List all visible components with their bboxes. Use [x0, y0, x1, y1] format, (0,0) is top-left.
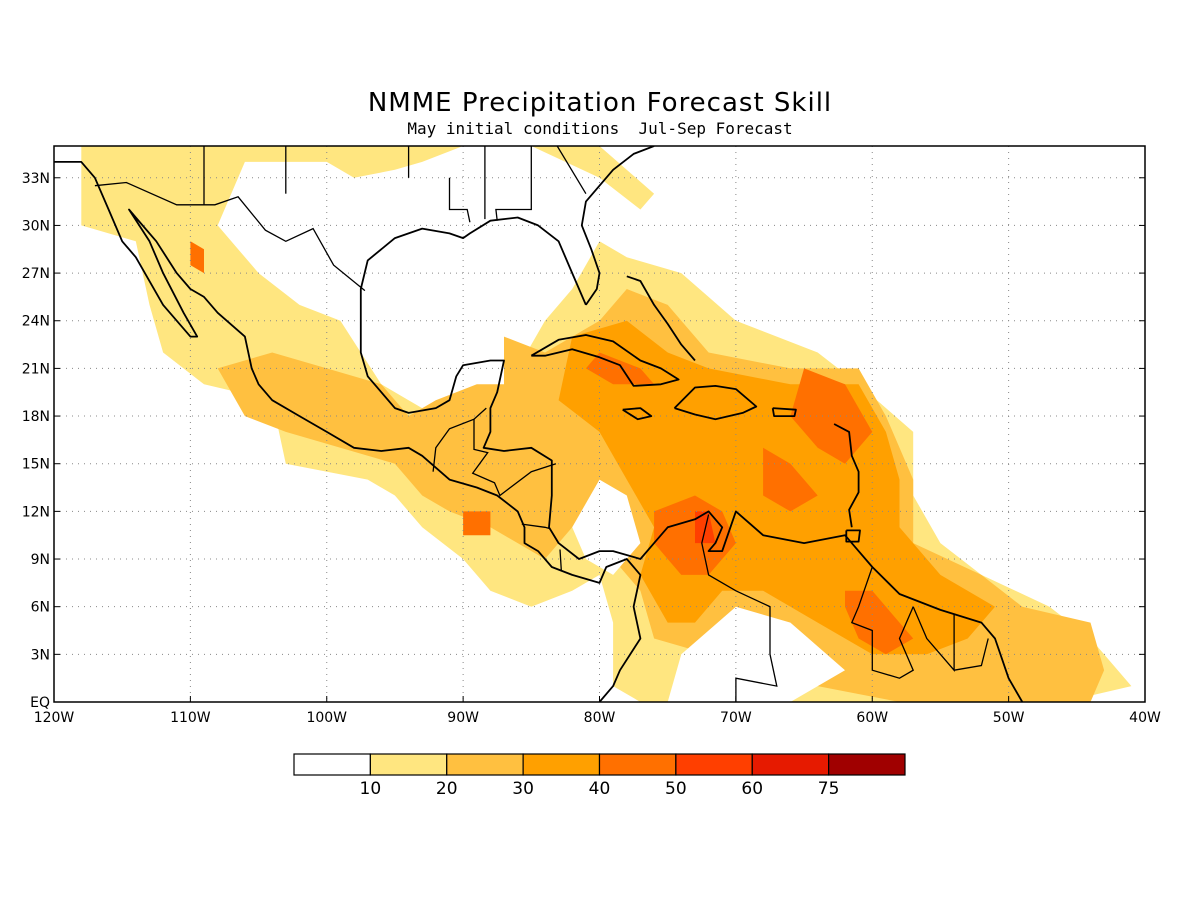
gulf-coast	[359, 216, 1024, 702]
lat-tick-label: 3N	[31, 647, 50, 663]
lon-tick-label: 120W	[34, 710, 75, 726]
colombia-venezuela	[701, 514, 778, 702]
colorbar-swatch	[293, 753, 371, 776]
lon-tick-label: 70W	[720, 710, 752, 726]
panama-colombia	[559, 549, 562, 571]
colorbar-swatch	[828, 753, 906, 776]
colorbar-label: 20	[436, 779, 458, 799]
us-states-4	[448, 177, 471, 223]
coastlines-layer	[54, 146, 1024, 702]
central-america-borders	[471, 419, 557, 497]
map-subtitle: May initial conditions Jul-Sep Forecast	[407, 119, 792, 138]
colorbar-swatch	[446, 753, 524, 776]
north-america-coast	[54, 160, 642, 702]
skill-region-level-4	[585, 352, 655, 385]
lat-tick-label: 24N	[22, 314, 50, 330]
bahamas	[626, 275, 696, 362]
colorbar-swatch	[675, 753, 753, 776]
puerto-rico	[771, 407, 797, 418]
low-skill-region	[572, 479, 641, 575]
axis-ticks: 120W 110W 100W 90W 80W 70W 60W 50W 40W EQ 3N 6N 9N 12…	[22, 171, 1161, 726]
lat-tick-label: 15N	[22, 457, 50, 473]
lon-tick-label: 50W	[993, 710, 1025, 726]
suriname-french-guiana	[953, 638, 989, 671]
lat-tick-label: 12N	[22, 504, 50, 520]
nicaragua-costa-rica	[521, 523, 551, 530]
hispaniola	[673, 384, 758, 421]
colorbar-label: 40	[589, 779, 611, 799]
skill-region-level-4	[190, 241, 204, 274]
colorbar-swatch	[369, 753, 448, 776]
colorbar-label: 60	[741, 779, 763, 799]
skill-region-level-4	[845, 590, 914, 655]
us-states-7	[556, 146, 587, 195]
lon-tick-label: 100W	[306, 710, 347, 726]
lon-tick-label: 60W	[856, 710, 888, 726]
colorbar-swatch	[751, 753, 830, 776]
us-east-coast	[580, 146, 655, 306]
lat-tick-label: 6N	[31, 600, 50, 616]
jamaica	[622, 407, 653, 421]
lon-tick-label: 110W	[170, 710, 211, 726]
lat-tick-label: EQ	[30, 695, 50, 711]
lon-tick-label: 40W	[1129, 710, 1161, 726]
lat-tick-label: 18N	[22, 409, 50, 425]
colorbar-label: 50	[665, 779, 687, 799]
lat-tick-label: 27N	[22, 266, 50, 282]
cuba	[530, 334, 680, 387]
lat-tick-label: 30N	[22, 218, 50, 234]
trinidad	[845, 529, 861, 543]
plot-area	[54, 146, 1145, 702]
lat-tick-label: 9N	[31, 552, 50, 568]
guianas	[912, 606, 955, 672]
colorbar-swatch	[598, 753, 677, 776]
skill-region-level-4	[463, 511, 491, 536]
venezuela-guyana	[850, 566, 915, 679]
lesser-antilles	[833, 423, 860, 528]
skill-region-level-4	[790, 368, 873, 464]
lat-tick-label: 33N	[22, 171, 50, 187]
mexico-guatemala-border	[432, 407, 487, 472]
colorbar-label: 75	[818, 779, 840, 799]
skill-region-level-4	[763, 447, 818, 512]
us-states-6	[495, 146, 532, 221]
lon-tick-label: 80W	[584, 710, 616, 726]
lon-tick-label: 90W	[447, 710, 479, 726]
colorbar-label: 10	[360, 779, 382, 799]
map-title: NMME Precipitation Forecast Skill	[368, 88, 832, 118]
lat-tick-label: 21N	[22, 361, 50, 377]
colorbar-label: 30	[512, 779, 534, 799]
colorbar: 10 20 30 40 50 60 75	[293, 753, 906, 799]
us-mexico-border	[94, 181, 366, 292]
colorbar-swatch	[522, 753, 601, 776]
